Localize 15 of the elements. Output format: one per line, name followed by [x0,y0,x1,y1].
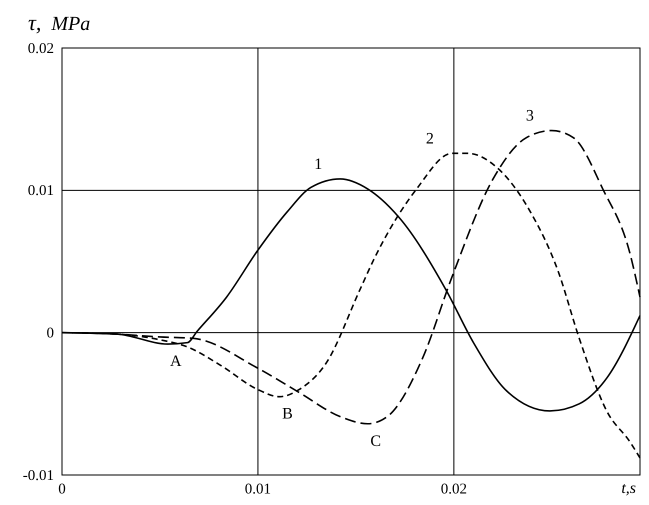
x-tick-label: 0.01 [244,482,272,498]
annotation: B [282,406,293,423]
x-tick-label: 0.02 [440,482,467,498]
series-label: 3 [526,108,534,125]
y-tick-label: -0.01 [22,468,54,484]
y-tick-label: 0.01 [28,183,54,200]
annotation: A [170,353,182,370]
annotation: C [370,432,381,450]
y-tick-label: 0.02 [28,40,54,57]
series-label: 1 [314,156,322,173]
series-label: 2 [426,130,434,148]
x-axis-title: t,s [621,480,636,497]
y-tick-label: 0 [46,325,54,342]
y-axis-title: τ, MPa [28,10,90,35]
x-tick-label: 0 [58,482,66,498]
